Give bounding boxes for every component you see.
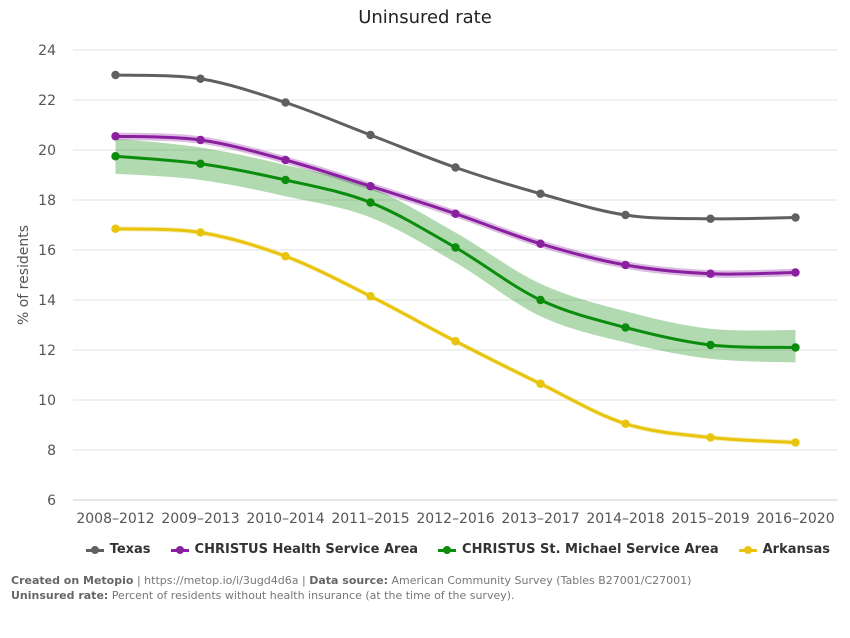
- legend-label: CHRISTUS Health Service Area: [194, 542, 419, 557]
- x-tick-label: 2011–2015: [331, 511, 409, 527]
- data-point: [791, 213, 800, 222]
- data-point: [281, 155, 290, 165]
- data-point: [451, 163, 460, 172]
- share-link[interactable]: https://metop.io/i/3ugd4d6a: [144, 574, 299, 587]
- y-axis-label: % of residents: [16, 225, 32, 325]
- y-tick-label: 10: [38, 393, 56, 409]
- data-point: [366, 130, 375, 140]
- y-tick-label: 6: [47, 493, 56, 509]
- x-tick-label: 2009–2013: [161, 511, 239, 527]
- legend-marker-icon: [85, 545, 104, 555]
- legend-label: Texas: [109, 542, 151, 557]
- y-tick-label: 20: [38, 143, 56, 159]
- data-point: [451, 209, 460, 218]
- data-point: [281, 252, 290, 261]
- chart-footer: Created on Metopio | https://metop.io/i/…: [11, 573, 691, 603]
- created-on-label: Created on Metopio: [11, 574, 134, 587]
- x-tick-label: 2008–2012: [76, 511, 154, 527]
- data-point: [706, 269, 715, 278]
- legend-item-christus-health[interactable]: CHRISTUS Health Service Area: [170, 542, 419, 557]
- data-point: [536, 379, 545, 388]
- x-tick-label: 2013–2017: [501, 511, 579, 527]
- data-point: [536, 295, 545, 305]
- data-point: [451, 243, 460, 252]
- legend-item-texas[interactable]: Texas: [85, 542, 151, 557]
- data-point: [791, 268, 800, 277]
- y-tick-label: 12: [38, 343, 56, 359]
- chart-title: Uninsured rate: [358, 7, 492, 28]
- x-tick-label: 2016–2020: [756, 511, 834, 527]
- data-point: [621, 260, 630, 270]
- data-point: [196, 159, 205, 168]
- y-tick-label: 24: [38, 43, 56, 59]
- definition-label: Uninsured rate:: [11, 589, 109, 602]
- data-point: [366, 182, 375, 191]
- legend-label: CHRISTUS St. Michael Service Area: [462, 542, 719, 557]
- definition-text: Percent of residents without health insu…: [111, 589, 515, 602]
- footer-line-source: Created on Metopio | https://metop.io/i/…: [11, 574, 692, 587]
- data-point: [706, 214, 715, 223]
- data-point: [196, 135, 205, 145]
- data-point: [111, 152, 120, 161]
- data-point: [366, 198, 375, 207]
- data-point: [621, 323, 630, 332]
- y-tick-label: 22: [38, 93, 56, 109]
- data-point: [451, 337, 460, 346]
- data-point: [706, 433, 715, 442]
- x-tick-label: 2015–2019: [671, 511, 749, 527]
- footer-line-definition: Uninsured rate: Percent of residents wit…: [11, 588, 691, 603]
- y-tick-label: 8: [47, 443, 56, 459]
- x-tick-label: 2010–2014: [246, 511, 324, 527]
- y-tick-label: 14: [38, 293, 56, 309]
- data-point: [281, 98, 290, 107]
- x-tick-label: 2012–2016: [416, 511, 494, 527]
- data-point: [791, 438, 800, 447]
- data-point: [111, 132, 120, 141]
- series-christus-st-michael-service-area: [111, 152, 800, 352]
- data-point: [111, 224, 120, 233]
- legend-item-christus-st-michael[interactable]: CHRISTUS St. Michael Service Area: [438, 542, 719, 557]
- data-point: [706, 340, 715, 350]
- y-tick-label: 18: [38, 193, 56, 209]
- legend-marker-icon: [738, 545, 757, 555]
- data-point: [366, 292, 375, 301]
- data-point: [536, 189, 545, 198]
- chart-legend: Texas CHRISTUS Health Service Area CHRIS…: [85, 542, 830, 557]
- legend-item-arkansas[interactable]: Arkansas: [738, 542, 830, 557]
- data-point: [111, 70, 120, 80]
- legend-marker-icon: [170, 545, 189, 555]
- data-point: [621, 210, 630, 220]
- data-point: [281, 175, 290, 185]
- data-point: [196, 74, 205, 83]
- data-source-text: American Community Survey (Tables B27001…: [391, 574, 692, 587]
- y-tick-label: 16: [38, 243, 56, 259]
- x-tick-label: 2014–2018: [586, 511, 664, 527]
- series-arkansas: [111, 224, 800, 447]
- data-point: [791, 343, 800, 352]
- data-point: [536, 239, 545, 248]
- series-christus-health-service-area: [111, 132, 800, 278]
- legend-label: Arkansas: [762, 542, 830, 557]
- legend-marker-icon: [438, 545, 457, 555]
- series-line: [114, 73, 797, 221]
- data-point: [621, 419, 630, 428]
- data-source-label: Data source:: [309, 574, 389, 587]
- series-texas: [111, 70, 800, 223]
- data-point: [196, 228, 205, 237]
